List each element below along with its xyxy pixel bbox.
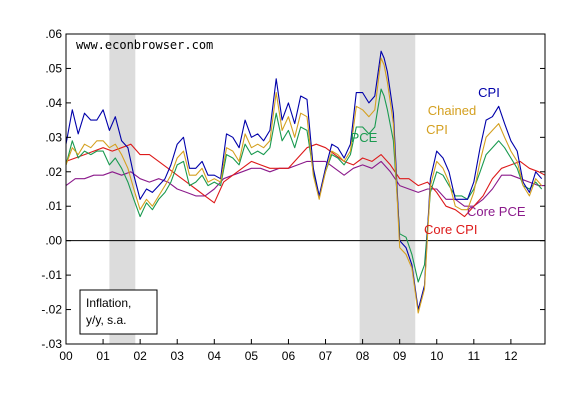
y-tick-label-1: .05 <box>45 61 62 75</box>
series-line-core-cpi <box>65 143 546 218</box>
y-tick-label-5: .01 <box>45 199 62 213</box>
series-label-core-cpi: Core CPI <box>424 222 477 237</box>
x-tick-label-1: 01 <box>96 349 110 363</box>
y-tick-label-7: -.01 <box>41 268 62 282</box>
series-label-chained-cpi-1: Chained <box>428 103 476 118</box>
series-line-pce <box>65 88 543 283</box>
x-tick-label-10: 10 <box>430 349 444 363</box>
series-label-chained-cpi-2: CPI <box>426 122 448 137</box>
y-tick-label-8: -.02 <box>41 303 62 317</box>
series-lines <box>65 50 546 314</box>
note-box: Inflation, y/y, s.a. <box>79 289 158 335</box>
y-tick-label-0: .06 <box>45 27 62 41</box>
x-tick-label-11: 11 <box>468 349 481 363</box>
x-tick-label-5: 05 <box>245 349 259 363</box>
recession-shading <box>109 34 416 344</box>
y-tick-label-6: .00 <box>45 234 62 248</box>
source-credit: www.econbrowser.com <box>76 38 213 52</box>
series-line-chained-cpi <box>65 57 543 314</box>
x-tick-label-6: 06 <box>282 349 296 363</box>
series-label-core-pce: Core PCE <box>467 204 526 219</box>
plot-border <box>65 33 546 345</box>
x-axis: 00 01 02 03 04 05 06 07 08 09 10 11 12 <box>59 339 518 363</box>
series-label-pce: PCE <box>351 130 378 145</box>
y-tick-label-9: -.03 <box>41 337 62 351</box>
series-line-core-pce <box>65 160 545 207</box>
x-tick-label-8: 08 <box>356 349 370 363</box>
y-tick-label-4: .02 <box>45 165 62 179</box>
x-tick-label-0: 00 <box>59 349 73 363</box>
plot-frame <box>65 33 546 345</box>
y-axis: .06 .05 .04 .03 .02 .01 .00 -.01 -.02 -.03 <box>41 27 545 351</box>
x-tick-label-9: 09 <box>393 349 407 363</box>
y-tick-label-2: .04 <box>45 96 62 110</box>
note-line-1: Inflation, <box>86 296 131 310</box>
series-label-cpi: CPI <box>478 85 500 100</box>
series-line-cpi <box>65 50 543 311</box>
note-line-2: y/y, s.a. <box>86 313 126 327</box>
x-tick-label-7: 07 <box>319 349 333 363</box>
x-tick-label-3: 03 <box>171 349 185 363</box>
x-tick-label-12: 12 <box>504 349 518 363</box>
y-tick-label-3: .03 <box>45 130 62 144</box>
x-tick-label-4: 04 <box>208 349 222 363</box>
x-tick-label-2: 02 <box>133 349 147 363</box>
